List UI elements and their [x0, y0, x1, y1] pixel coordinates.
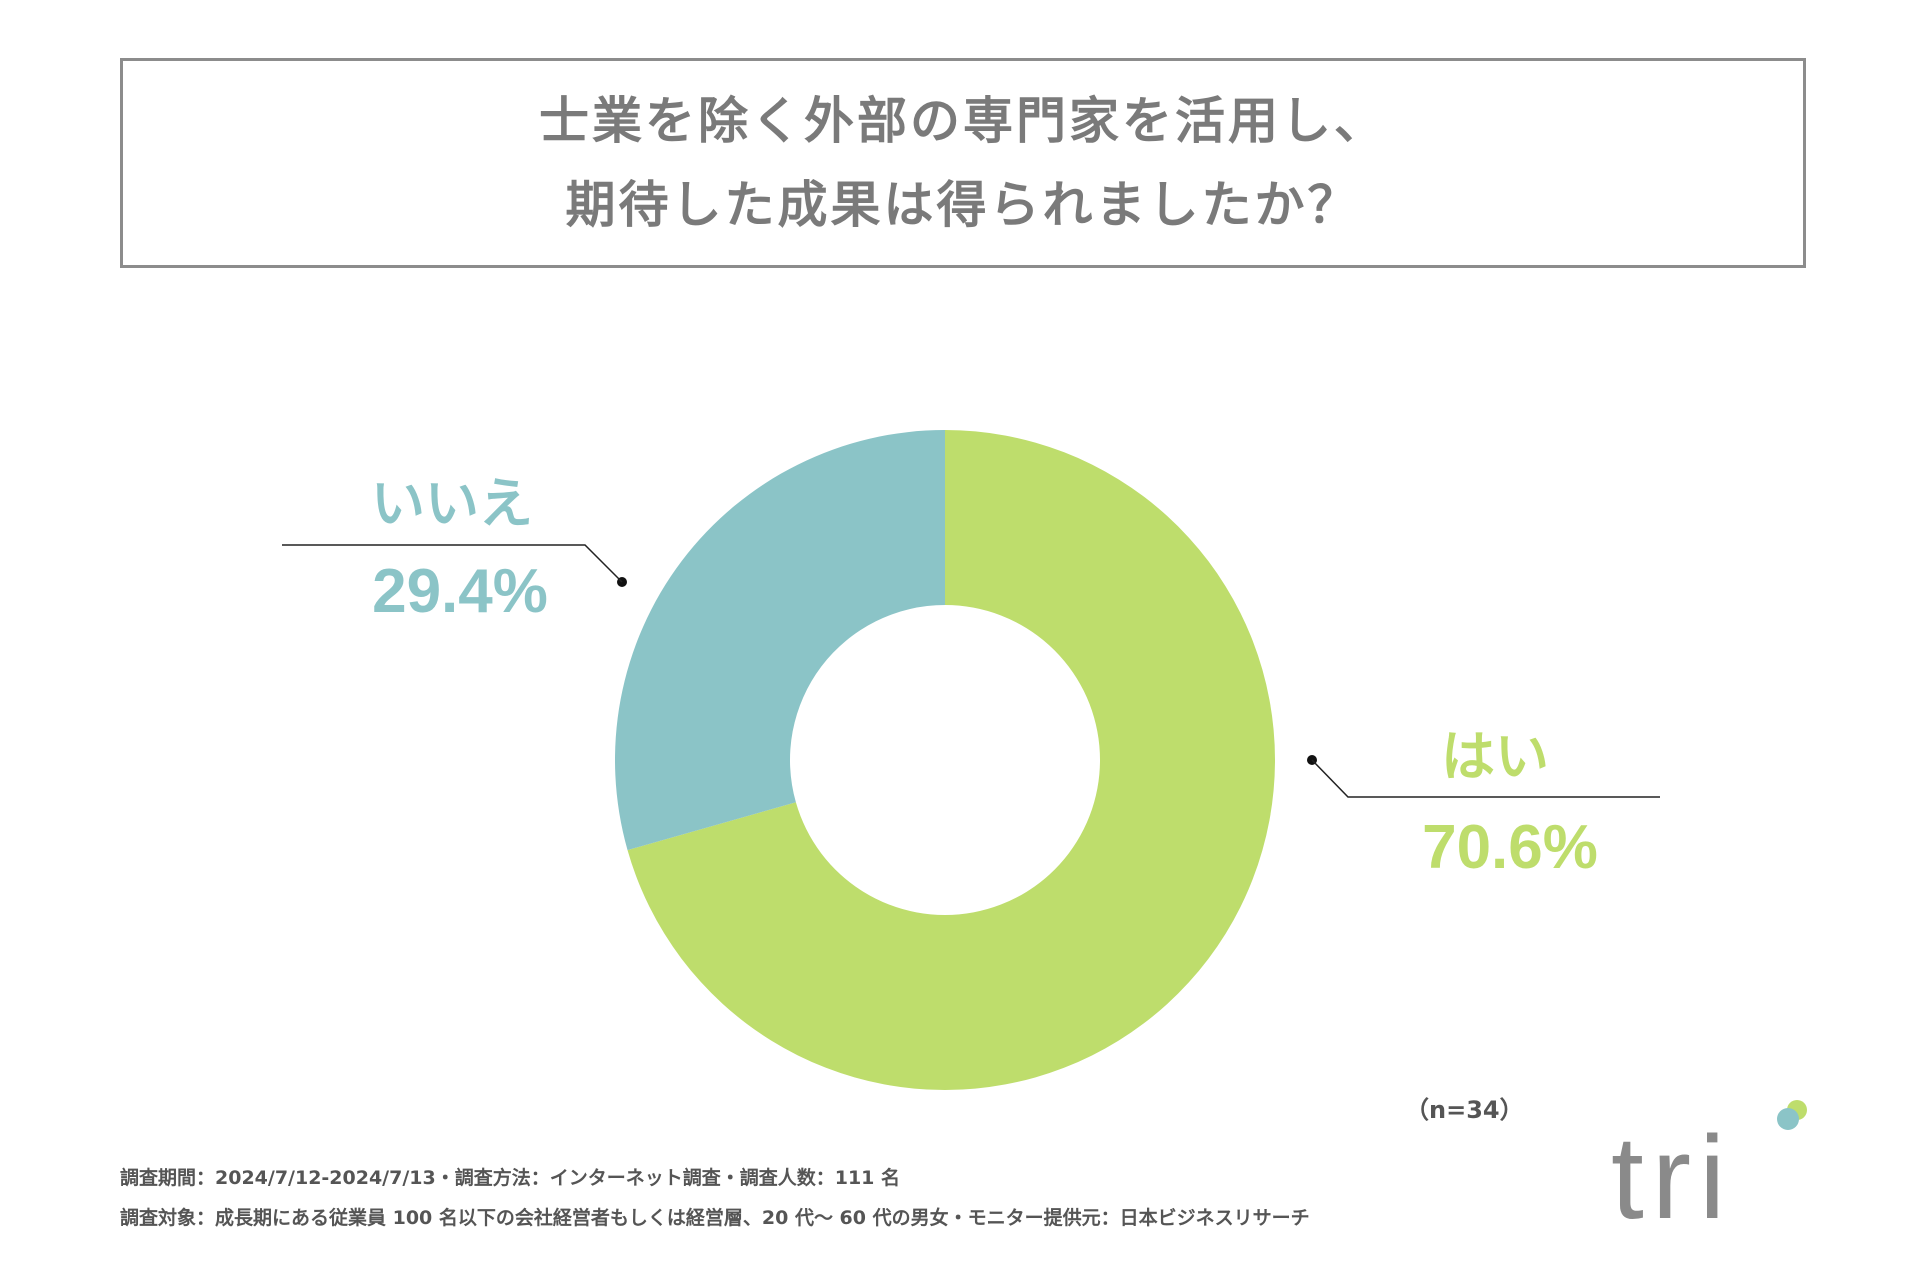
title-box: 士業を除く外部の専門家を活用し、 期待した成果は得られましたか？ — [120, 58, 1806, 268]
footnote-survey-target: 調査対象：成長期にある従業員 100 名以下の会社経営者もしくは経営層、20 代… — [120, 1207, 1310, 1229]
category-label-2: いいえ — [371, 472, 533, 535]
leader-line-1 — [1311, 759, 1660, 798]
value-label-1: 70.6% — [1422, 813, 1598, 882]
sample-size-label: （n=34） — [1405, 1096, 1524, 1124]
title-line-1: 士業を除く外部の専門家を活用し、 — [539, 92, 1387, 150]
footnote-survey-period: 調査期間：2024/7/12-2024/7/13・調査方法：インターネット調査・… — [120, 1167, 901, 1189]
value-label-2: 29.4% — [372, 557, 548, 626]
donut-slice-1 — [627, 430, 1275, 1090]
leader-line-2 — [282, 544, 623, 583]
logo-text: tri — [1611, 1112, 1733, 1230]
category-label-1: はい — [1441, 725, 1549, 788]
donut-slice-2 — [615, 430, 945, 851]
logo-dot-blue — [1777, 1108, 1799, 1130]
title-line-2: 期待した成果は得られましたか？ — [565, 176, 1361, 234]
tri-logo: tri — [1611, 1100, 1807, 1230]
